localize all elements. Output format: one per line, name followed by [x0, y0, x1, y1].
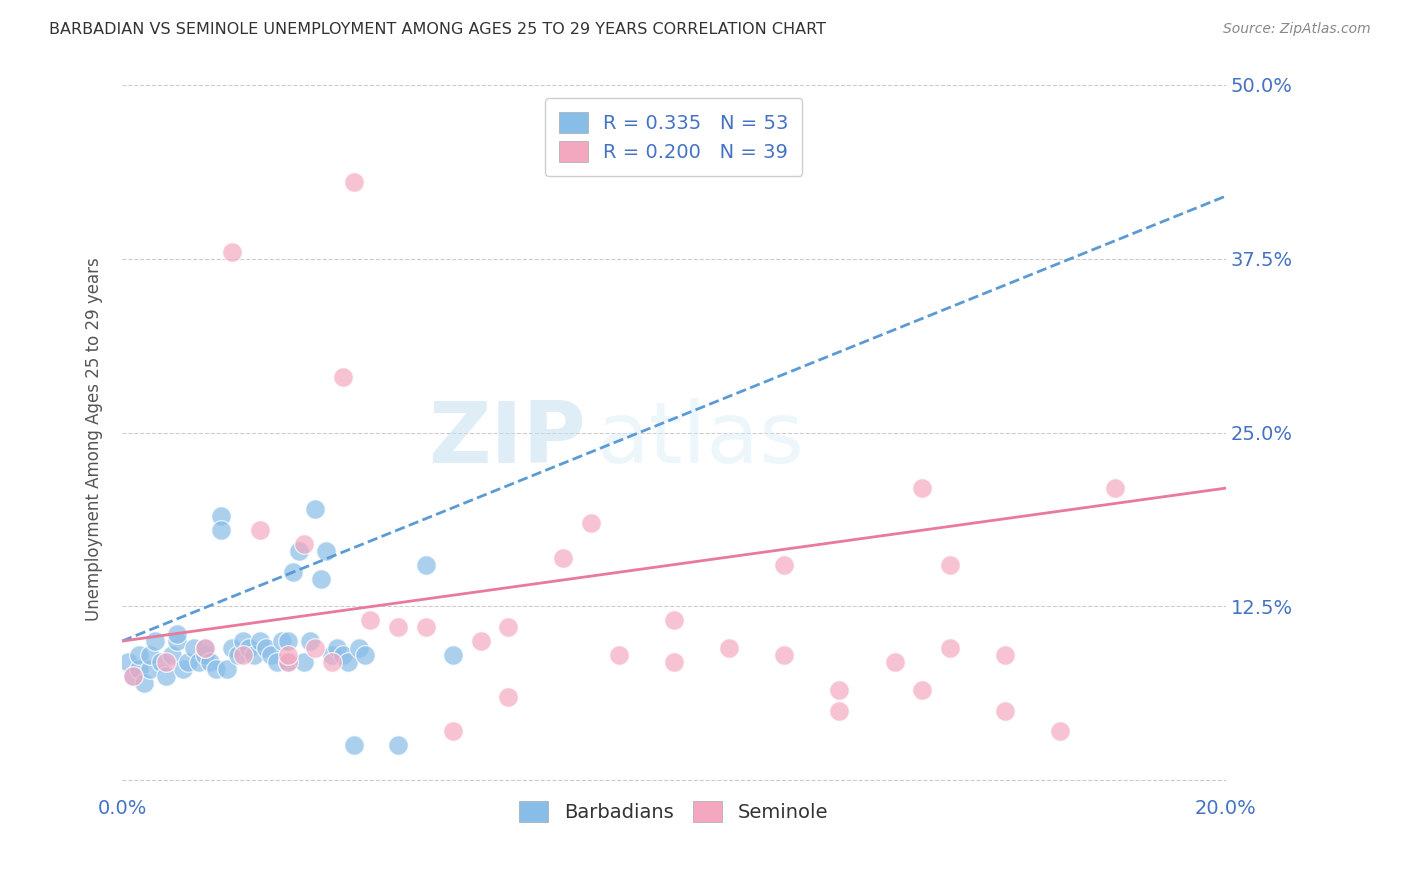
Point [155, 669, 177, 683]
Point [281, 565, 304, 579]
Point [149, 655, 172, 669]
Point [266, 655, 288, 669]
Point [122, 669, 145, 683]
Point [128, 648, 150, 662]
Point [260, 648, 283, 662]
Point [166, 634, 188, 648]
Point [579, 516, 602, 530]
Text: ZIP: ZIP [427, 398, 585, 481]
Point [321, 648, 343, 662]
Point [911, 682, 934, 697]
Legend: Barbadians, Seminole: Barbadians, Seminole [508, 789, 839, 834]
Point [143, 634, 166, 648]
Point [773, 558, 796, 572]
Point [232, 648, 254, 662]
Point [315, 543, 337, 558]
Point [1104, 481, 1126, 495]
Point [938, 558, 960, 572]
Point [359, 613, 381, 627]
Point [254, 641, 277, 656]
Point [200, 655, 222, 669]
Point [243, 648, 266, 662]
Point [160, 648, 183, 662]
Point [321, 655, 343, 669]
Point [441, 648, 464, 662]
Point [343, 739, 366, 753]
Point [183, 641, 205, 656]
Text: Source: ZipAtlas.com: Source: ZipAtlas.com [1223, 22, 1371, 37]
Point [221, 641, 243, 656]
Point [304, 502, 326, 516]
Point [470, 634, 492, 648]
Point [498, 690, 520, 704]
Point [994, 704, 1017, 718]
Point [326, 641, 349, 656]
Point [717, 641, 740, 656]
Point [828, 682, 851, 697]
Point [332, 370, 354, 384]
Point [188, 655, 211, 669]
Point [122, 669, 145, 683]
Point [155, 655, 177, 669]
Point [134, 675, 156, 690]
Point [1049, 724, 1071, 739]
Point [938, 641, 960, 656]
Point [238, 641, 260, 656]
Point [277, 634, 299, 648]
Point [292, 655, 315, 669]
Point [415, 558, 437, 572]
Point [271, 634, 294, 648]
Point [128, 662, 150, 676]
Point [205, 662, 228, 676]
Point [662, 613, 685, 627]
Point [249, 634, 271, 648]
Point [194, 641, 217, 656]
Point [292, 537, 315, 551]
Point [911, 481, 934, 495]
Text: atlas: atlas [596, 398, 804, 481]
Point [607, 648, 630, 662]
Point [353, 648, 375, 662]
Point [287, 543, 309, 558]
Point [994, 648, 1017, 662]
Point [209, 508, 232, 523]
Point [309, 572, 332, 586]
Point [332, 648, 354, 662]
Point [337, 655, 360, 669]
Point [387, 620, 409, 634]
Point [773, 648, 796, 662]
Point [662, 655, 685, 669]
Point [194, 641, 217, 656]
Point [387, 739, 409, 753]
Point [209, 523, 232, 537]
Point [194, 648, 217, 662]
Point [415, 620, 437, 634]
Point [343, 175, 366, 189]
Point [215, 662, 238, 676]
Point [138, 662, 160, 676]
Point [298, 634, 321, 648]
Text: BARBADIAN VS SEMINOLE UNEMPLOYMENT AMONG AGES 25 TO 29 YEARS CORRELATION CHART: BARBADIAN VS SEMINOLE UNEMPLOYMENT AMONG… [49, 22, 827, 37]
Point [277, 655, 299, 669]
Y-axis label: Unemployment Among Ages 25 to 29 years: Unemployment Among Ages 25 to 29 years [86, 258, 103, 622]
Point [226, 648, 249, 662]
Point [249, 523, 271, 537]
Point [172, 662, 194, 676]
Point [883, 655, 905, 669]
Point [828, 704, 851, 718]
Point [232, 634, 254, 648]
Point [277, 648, 299, 662]
Point [117, 655, 139, 669]
Point [177, 655, 200, 669]
Point [221, 244, 243, 259]
Point [498, 620, 520, 634]
Point [138, 648, 160, 662]
Point [277, 655, 299, 669]
Point [304, 641, 326, 656]
Point [441, 724, 464, 739]
Point [553, 550, 575, 565]
Point [166, 627, 188, 641]
Point [349, 641, 371, 656]
